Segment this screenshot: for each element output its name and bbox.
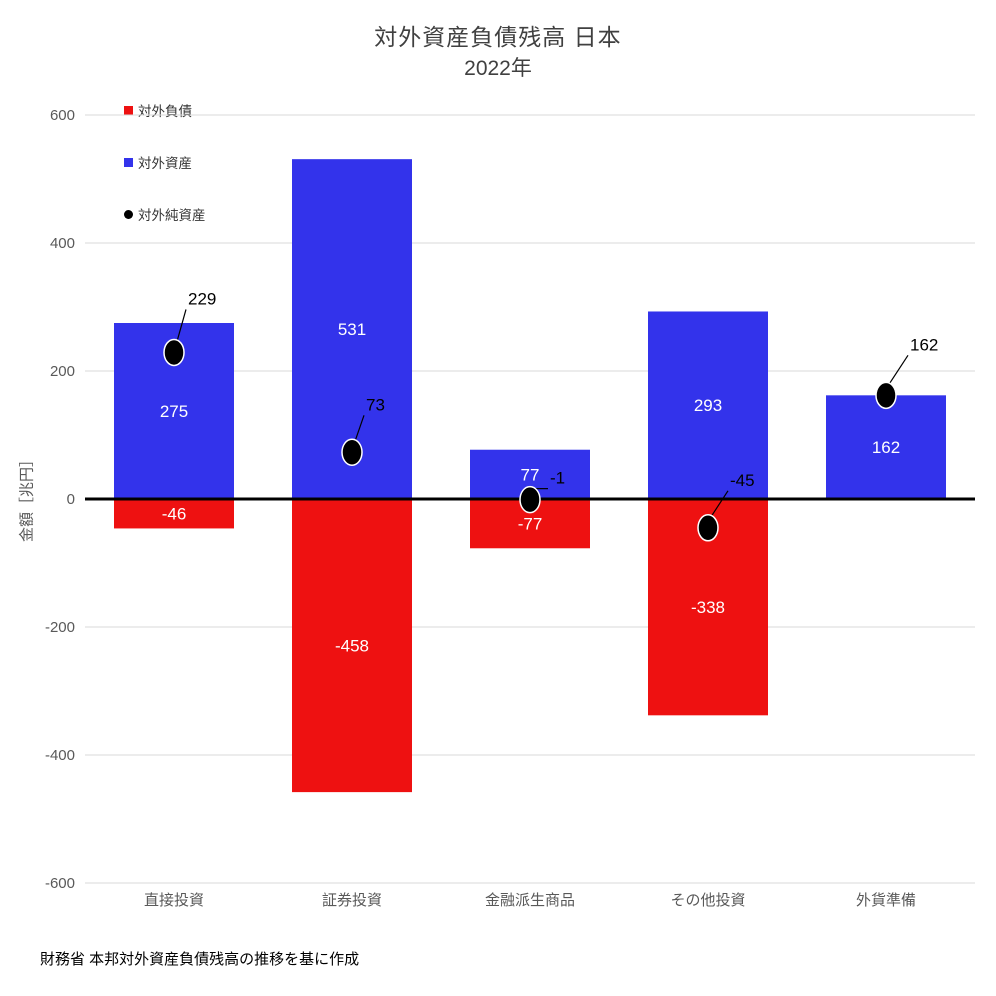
leader-line	[710, 490, 729, 518]
net-point-label: -1	[550, 469, 565, 488]
category-label: 直接投資	[144, 892, 204, 909]
bar-value-label: 293	[694, 396, 722, 415]
legend-item-net-assets: 対外純資産	[124, 204, 206, 224]
net-point-label: 73	[366, 395, 385, 414]
legend-item-label: 対外純資産	[138, 208, 206, 223]
category-label: その他投資	[670, 892, 745, 909]
y-tick-label: -200	[45, 619, 75, 636]
y-tick-label: -400	[45, 747, 75, 764]
y-tick-label: 200	[50, 363, 75, 380]
liabilities-marker-icon	[124, 105, 133, 115]
bar-value-label: -77	[518, 515, 543, 534]
assets-marker-icon	[124, 157, 133, 167]
y-tick-label: -600	[45, 875, 75, 892]
category-label: 外貨準備	[856, 892, 916, 909]
bar-value-label: -338	[691, 598, 725, 617]
liability-bar	[114, 499, 234, 529]
y-tick-label: 400	[50, 235, 75, 252]
leader-line	[888, 354, 909, 385]
net-point	[875, 381, 897, 410]
net-point-label: 162	[910, 335, 938, 354]
bar-value-label: -46	[162, 505, 187, 524]
net-point	[341, 438, 363, 467]
bar-value-label: 77	[521, 465, 540, 484]
y-tick-label: 600	[50, 107, 75, 124]
chart-title: 対外資産負債残高 日本	[374, 24, 622, 50]
category-label: 証券投資	[322, 892, 382, 909]
net-point-label: -45	[730, 471, 755, 490]
bar-value-label: 275	[160, 402, 188, 421]
asset-bar	[648, 311, 768, 499]
source-note: 財務省 本邦対外資産負債残高の推移を基に作成	[40, 951, 360, 968]
bar-value-label: 162	[872, 438, 900, 457]
liability-bar	[292, 499, 412, 793]
asset-bar	[826, 395, 946, 499]
bar-value-label: -458	[335, 637, 369, 656]
net-point-label: 229	[188, 289, 216, 308]
net-point	[697, 514, 719, 542]
legend-item-assets: 対外資産	[124, 152, 206, 172]
category-label: 金融派生商品	[485, 892, 575, 909]
net-assets-marker-icon	[124, 209, 133, 219]
net-point	[163, 338, 185, 367]
chart-subtitle: 2022年	[464, 57, 532, 80]
leader-line	[176, 309, 187, 342]
leader-line	[354, 415, 365, 442]
net-point	[519, 485, 541, 514]
bar-value-label: 531	[338, 320, 366, 339]
y-tick-label: 0	[67, 491, 75, 508]
legend-item-label: 対外資産	[138, 156, 192, 171]
